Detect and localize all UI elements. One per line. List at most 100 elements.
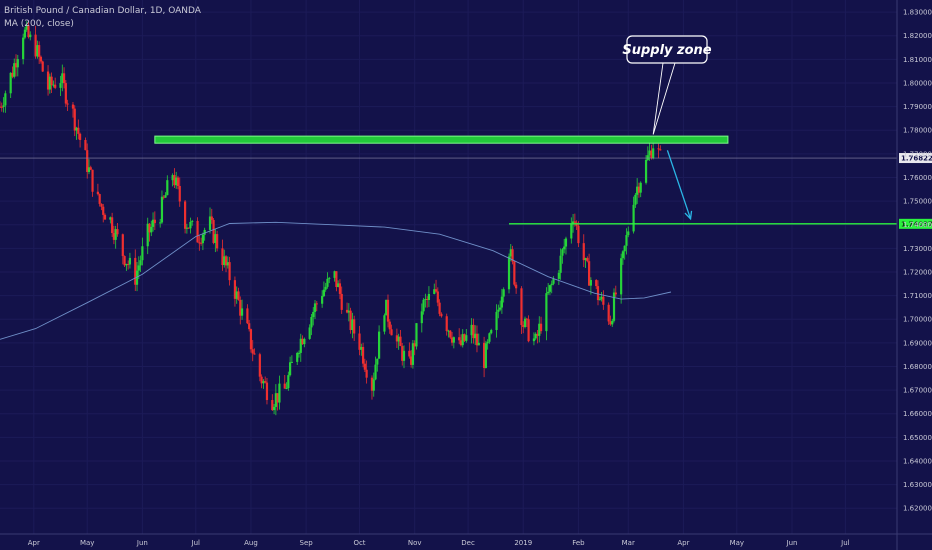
candle-up	[376, 358, 379, 365]
candle-up	[337, 283, 340, 288]
candle-up	[422, 299, 425, 312]
candles	[0, 21, 662, 416]
candle-up	[139, 260, 142, 266]
candle-down	[96, 191, 99, 195]
candle-down	[98, 194, 101, 204]
candle-up	[547, 291, 550, 294]
candle-up	[235, 291, 238, 299]
ma-indicator-label[interactable]: MA (200, close)	[4, 19, 74, 29]
projection-arrow-shaft	[666, 150, 692, 220]
supply-zone-label: Supply zone	[622, 43, 711, 58]
candle-down	[650, 150, 653, 159]
candle-down	[148, 223, 151, 233]
x-tick-label: Jun	[786, 539, 798, 547]
candle-up	[313, 303, 317, 312]
candle-down	[39, 56, 43, 62]
candle-up	[274, 393, 277, 407]
candle-up	[374, 364, 377, 380]
y-tick-label: 1.81000	[903, 56, 932, 64]
candle-down	[513, 261, 516, 285]
candle-down	[386, 299, 390, 322]
candle-down	[196, 220, 199, 243]
support-price-tag	[899, 218, 932, 229]
candle-down	[440, 313, 443, 317]
candle-up	[411, 343, 415, 365]
candle-up	[135, 270, 139, 285]
candle-down	[607, 304, 610, 322]
candle-up	[299, 338, 302, 353]
x-tick-label: May	[80, 539, 94, 547]
candle-up	[589, 280, 592, 286]
candle-down	[582, 243, 585, 261]
x-tick-label: Feb	[572, 539, 585, 547]
candle-down	[515, 284, 518, 289]
candle-down	[187, 227, 190, 229]
candle-up	[114, 229, 117, 240]
candle-up	[141, 246, 144, 261]
candle-down	[438, 302, 441, 314]
candle-down	[588, 261, 591, 286]
candle-down	[426, 299, 429, 301]
candle-up	[9, 72, 12, 94]
moving-average	[0, 221, 672, 340]
candle-up	[151, 219, 155, 227]
candle-down	[511, 249, 514, 262]
candle-up	[297, 352, 301, 354]
candle-down	[536, 333, 539, 336]
candle-down	[198, 242, 201, 244]
candle-up	[166, 180, 169, 196]
candle-down	[0, 106, 3, 108]
callout-box	[626, 35, 708, 64]
candle-down	[365, 369, 368, 378]
y-tick-label: 1.72000	[903, 268, 932, 276]
candle-down	[84, 139, 87, 151]
candle-up	[570, 224, 573, 239]
candle-up	[564, 238, 568, 247]
candle-down	[363, 363, 366, 370]
candle-down	[340, 293, 343, 310]
candle-up	[278, 383, 281, 403]
candle-up	[509, 249, 512, 257]
support-price-label: 1.74037	[901, 220, 932, 228]
symbol-title[interactable]: British Pound / Canadian Dollar, 1D, OAN…	[4, 6, 201, 16]
candle-up	[377, 331, 381, 359]
x-tick-label: Aug	[244, 539, 258, 547]
candle-up	[191, 220, 194, 222]
candle-down	[0, 106, 2, 108]
candle-up	[23, 29, 27, 38]
candle-up	[285, 388, 288, 390]
x-tick-label: Jun	[136, 539, 148, 547]
candle-up	[328, 277, 331, 279]
candle-down	[388, 321, 391, 330]
candle-up	[646, 155, 649, 160]
candle-down	[577, 225, 580, 244]
candle-down	[246, 308, 249, 324]
candle-up	[612, 292, 616, 321]
candle-down	[475, 333, 479, 346]
candle-up	[465, 335, 468, 341]
candle-up	[109, 217, 112, 220]
candle-down	[210, 216, 213, 220]
drawings: 1.76822 1.74037 Supply zone	[0, 35, 932, 229]
candle-up	[22, 37, 25, 60]
candle-down	[276, 393, 279, 403]
y-tick-label: 1.80000	[903, 79, 932, 87]
x-tick-label: Dec	[461, 539, 475, 547]
candle-up	[499, 307, 502, 310]
candle-down	[71, 104, 75, 109]
candle-up	[214, 234, 217, 243]
candle-up	[351, 319, 354, 331]
candle-down	[390, 329, 393, 336]
candle-up	[523, 318, 527, 327]
candle-down	[338, 283, 342, 294]
candle-down	[399, 336, 402, 347]
y-tick-label: 1.73000	[903, 245, 932, 253]
candle-up	[29, 34, 32, 38]
candle-down	[91, 169, 94, 192]
candle-down	[249, 329, 253, 350]
candle-up	[644, 159, 648, 183]
candle-down	[353, 319, 356, 334]
y-tick-label: 1.75000	[903, 198, 932, 206]
